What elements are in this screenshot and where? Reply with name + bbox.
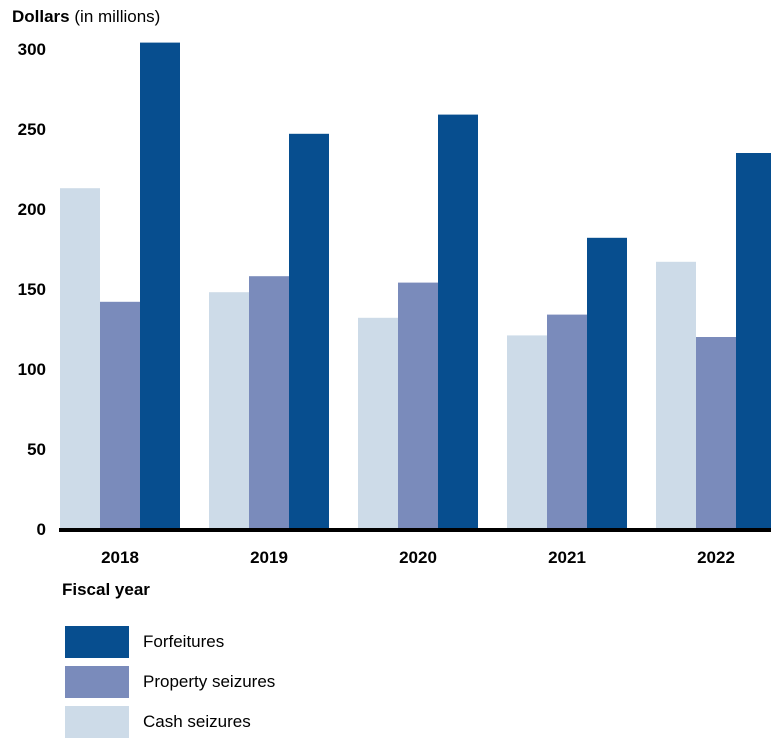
legend-swatch [65,706,129,738]
y-tick-label: 100 [18,360,46,379]
x-tick-label: 2021 [548,548,586,567]
legend: Forfeitures Property seizures Cash seizure… [65,622,275,742]
x-tick-label: 2020 [399,548,437,567]
legend-item: Forfeitures [65,622,275,662]
x-tick-label: 2018 [101,548,139,567]
x-tick-label: 2022 [697,548,735,567]
bar-forfeitures-2021 [587,237,627,530]
legend-item: Property seizures [65,662,275,702]
bar-cash-seizures-2019 [209,292,249,529]
legend-item: Cash seizures [65,702,275,742]
bar-cash-seizures-2018 [60,188,100,529]
bar-cash-seizures-2020 [358,317,398,529]
y-axis-label: Dollars (in millions) [12,7,160,27]
y-tick-label: 200 [18,200,46,219]
y-axis-label-unit: (in millions) [74,7,161,26]
bar-forfeitures-2020 [438,114,478,529]
bar-cash-seizures-2022 [656,261,696,529]
legend-swatch [65,666,129,698]
bar-cash-seizures-2021 [507,335,547,529]
bar-forfeitures-2019 [289,133,329,530]
y-tick-label: 0 [37,520,46,539]
bar-property-seizures-2020 [398,282,438,529]
bar-property-seizures-2019 [249,276,289,529]
bar-property-seizures-2021 [547,314,587,529]
bar-forfeitures-2022 [736,153,771,529]
bar-property-seizures-2022 [696,337,736,529]
y-tick-label: 50 [27,440,46,459]
legend-label: Property seizures [143,672,276,691]
bar-property-seizures-2018 [100,301,140,529]
y-axis-label-bold: Dollars [12,7,70,26]
legend-swatch [65,626,129,658]
y-tick-label: 300 [18,40,46,59]
bar-forfeitures-2018 [140,42,180,529]
y-tick-label: 150 [18,280,46,299]
x-tick-label: 2019 [250,548,288,567]
y-tick-label: 250 [18,120,46,139]
legend-label: Forfeitures [143,632,225,651]
legend-label: Cash seizures [143,712,251,731]
bar-chart: 0 50 100 150 200 250 300 2018 2019 2020 2021 2022 [18,40,771,567]
x-axis-label: Fiscal year [62,580,150,599]
